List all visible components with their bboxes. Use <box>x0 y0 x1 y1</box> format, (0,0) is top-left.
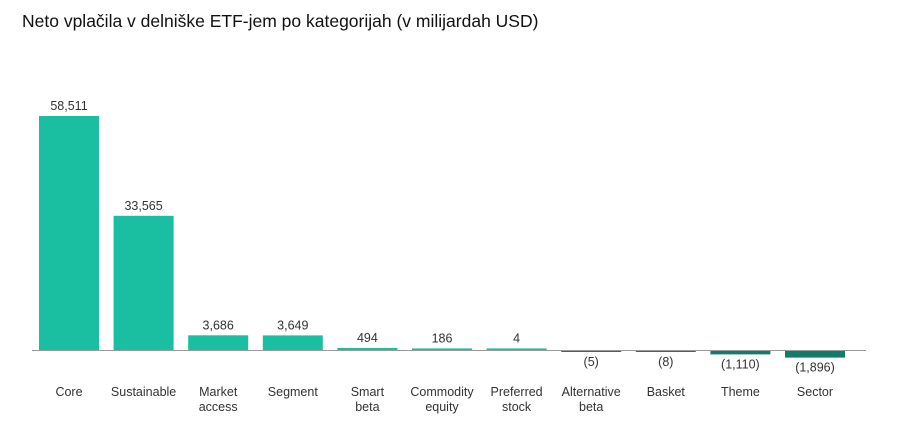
value-label: 494 <box>357 331 378 345</box>
bars-group <box>39 116 845 358</box>
category-label: Smart beta <box>351 385 385 414</box>
category-label: Commodity equity <box>410 385 474 414</box>
value-label: (8) <box>658 355 673 369</box>
category-label-line: Preferred <box>491 385 543 399</box>
value-label: 3,649 <box>277 318 308 332</box>
bar <box>188 335 249 350</box>
category-label: Market access <box>199 385 238 414</box>
value-label: (5) <box>584 355 599 369</box>
category-label: Core <box>55 385 82 399</box>
category-label-line: stock <box>502 400 532 414</box>
chart-title: Neto vplačila v delniške ETF-jem po kate… <box>22 11 539 31</box>
category-label: Segment <box>268 385 319 399</box>
bar <box>262 335 323 350</box>
category-label: Alternative beta <box>562 385 621 414</box>
category-label-line: Theme <box>721 385 760 399</box>
value-label: 4 <box>513 331 520 345</box>
category-label: Sector <box>797 385 833 399</box>
bar <box>785 350 845 358</box>
bar <box>113 215 174 350</box>
bar <box>39 116 99 350</box>
value-label: 58,511 <box>50 99 87 113</box>
category-label-line: Market <box>199 385 238 399</box>
category-label-line: Basket <box>647 385 686 399</box>
category-label-line: beta <box>579 400 603 414</box>
value-labels-group: 58,511 33,565 3,686 3,649 494 186 4 (5) (8) (1,11… <box>50 99 834 375</box>
bar <box>337 348 398 350</box>
value-label: 3,686 <box>203 318 234 332</box>
category-label-line: Sector <box>797 385 833 399</box>
category-label-line: Sustainable <box>111 385 176 399</box>
category-label: Basket <box>647 385 686 399</box>
value-label: 186 <box>432 331 453 345</box>
category-label: Sustainable <box>111 385 176 399</box>
value-label: (1,110) <box>721 357 760 371</box>
category-label-line: equity <box>425 400 459 414</box>
category-label-line: Alternative <box>562 385 621 399</box>
category-label: Preferred stock <box>491 385 543 414</box>
category-label: Theme <box>721 385 760 399</box>
category-label-line: beta <box>355 400 379 414</box>
value-label: (1,896) <box>795 361 835 375</box>
category-label-line: Core <box>55 385 82 399</box>
category-label-line: Smart <box>351 385 385 399</box>
category-label-line: Commodity <box>410 385 474 399</box>
bar <box>412 348 472 350</box>
category-label-line: access <box>199 400 238 414</box>
category-label-line: Segment <box>268 385 319 399</box>
value-label: 33,565 <box>124 199 162 213</box>
bar <box>710 350 771 355</box>
bar <box>486 348 547 350</box>
